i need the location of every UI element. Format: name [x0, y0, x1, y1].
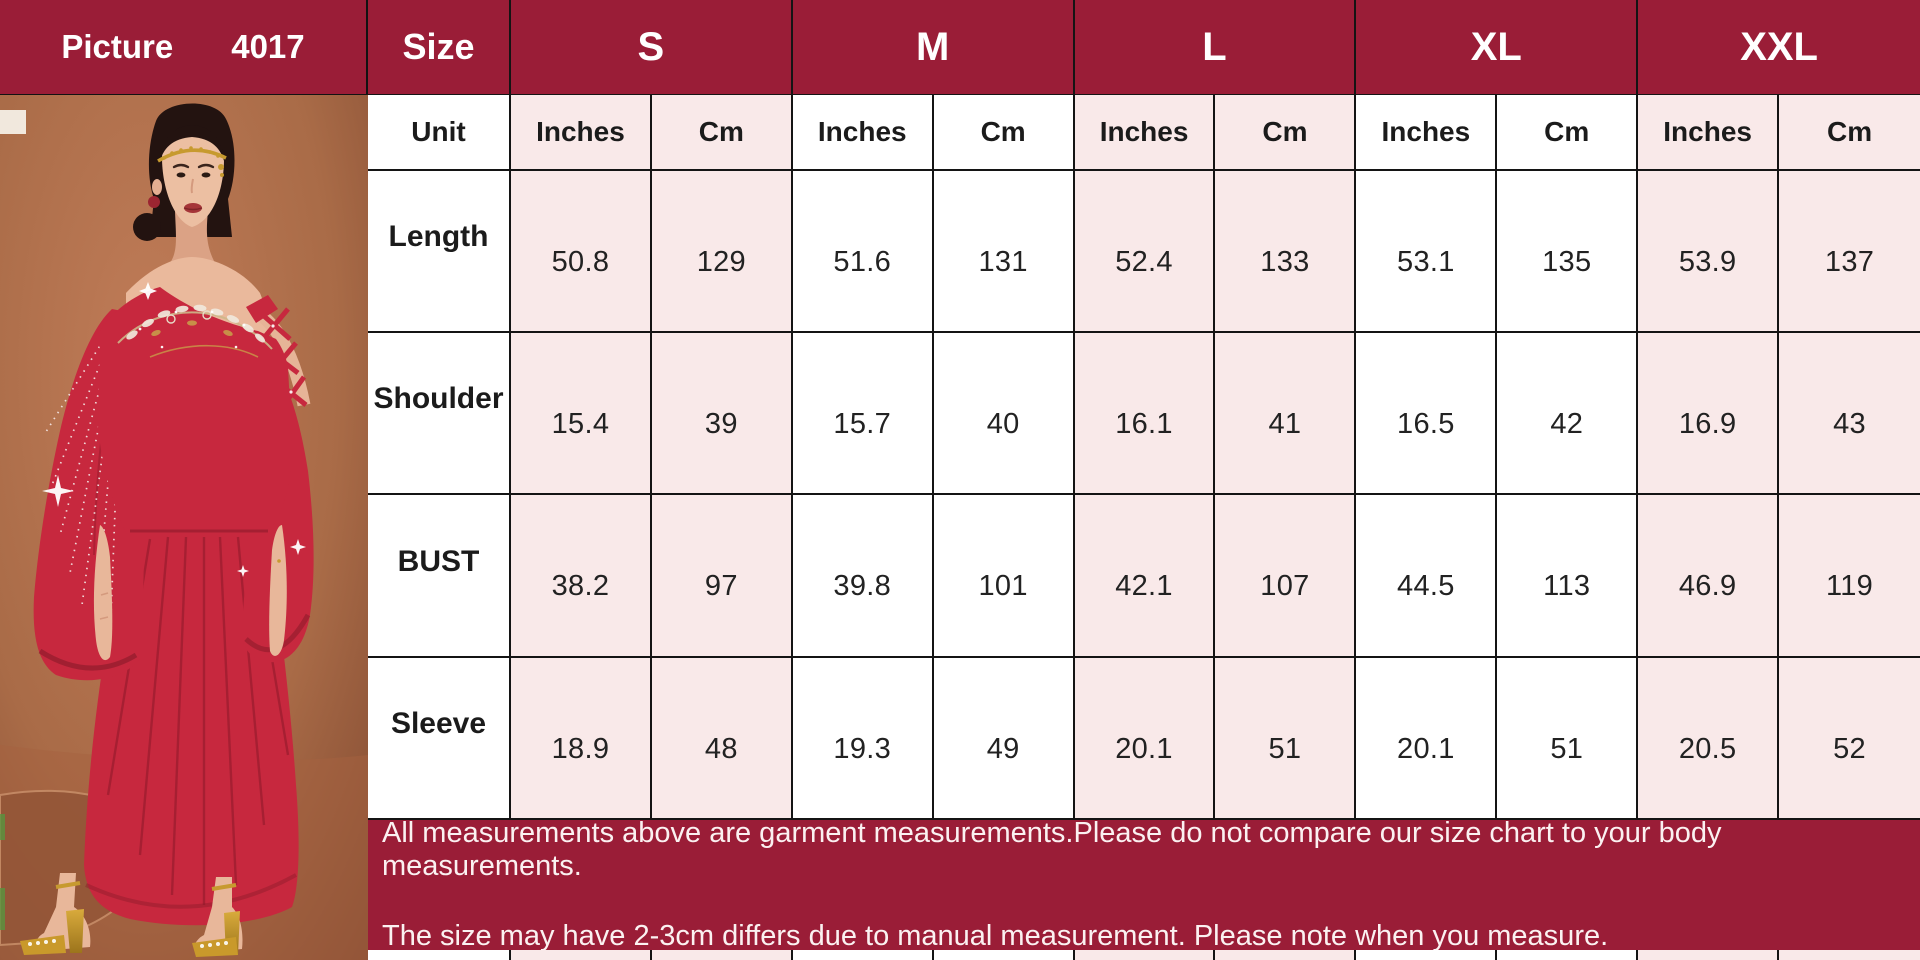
table-cell: 41	[1215, 333, 1357, 495]
table-cell: 53.9	[1638, 171, 1780, 333]
table-cell: 39.8	[792, 495, 934, 658]
table-cell: 52.4	[1074, 171, 1216, 333]
table-cell: 20.1	[1074, 658, 1216, 820]
table-cell: 46.9	[1638, 495, 1780, 658]
table-cell: 39	[651, 333, 793, 495]
table-cell: 20.1	[1356, 658, 1498, 820]
face-features	[172, 163, 215, 169]
table-cell: 16.9	[1638, 333, 1780, 495]
unit-header: Inches	[511, 95, 652, 171]
table-edge	[792, 950, 934, 960]
table-cell: 53.1	[1356, 171, 1498, 333]
unit-header: Cm	[1779, 95, 1920, 171]
measurement-notes: All measurements above are garment measu…	[368, 820, 1920, 950]
unit-header: Cm	[1215, 95, 1357, 171]
table-edge	[651, 950, 793, 960]
table-cell: 16.5	[1356, 333, 1498, 495]
row-label-sleeve: Sleeve	[368, 658, 511, 820]
table-edge	[1638, 950, 1780, 960]
unit-label-cell: Unit	[368, 95, 511, 171]
size-table: Size S M L XL XXL Unit Inches Cm Inches …	[368, 0, 1920, 960]
note-line-2: The size may have 2-3cm differs due to m…	[382, 920, 1609, 950]
unit-header: Cm	[1497, 95, 1639, 171]
table-cell: 15.4	[511, 333, 652, 495]
size-col-xxl: XXL	[1638, 0, 1920, 95]
table-cell: 51	[1215, 658, 1357, 820]
head-chain	[157, 146, 227, 177]
table-cell: 97	[651, 495, 793, 658]
table-edge	[1356, 950, 1498, 960]
table-cell: 49	[933, 658, 1075, 820]
table-edge	[933, 950, 1075, 960]
unit-header: Inches	[1356, 95, 1498, 171]
size-col-xl: XL	[1356, 0, 1639, 95]
table-cell: 101	[933, 495, 1075, 658]
table-cell: 42.1	[1074, 495, 1216, 658]
note-line-1: All measurements above are garment measu…	[382, 820, 1722, 882]
sparkles	[42, 282, 306, 577]
unit-header: Cm	[651, 95, 793, 171]
picture-code: 4017	[231, 28, 305, 65]
table-cell: 16.1	[1074, 333, 1216, 495]
product-photo	[0, 95, 368, 960]
table-cell: 51	[1497, 658, 1639, 820]
table-cell: 131	[933, 171, 1075, 333]
unit-header: Cm	[933, 95, 1075, 171]
table-edge	[1074, 950, 1216, 960]
table-cell: 42	[1497, 333, 1639, 495]
unit-header: Inches	[1638, 95, 1780, 171]
table-cell: 20.5	[1638, 658, 1780, 820]
table-cell: 48	[651, 658, 793, 820]
table-cell: 38.2	[511, 495, 652, 658]
table-cell: 50.8	[511, 171, 652, 333]
table-edge	[1215, 950, 1357, 960]
picture-header-cell: Picture 4017	[0, 0, 368, 95]
table-cell: 19.3	[792, 658, 934, 820]
table-cell: 40	[933, 333, 1075, 495]
table-cell: 52	[1779, 658, 1920, 820]
table-edge	[511, 950, 652, 960]
table-cell: 119	[1779, 495, 1920, 658]
gold-heels	[20, 873, 243, 957]
table-cell: 44.5	[1356, 495, 1498, 658]
table-cell: 15.7	[792, 333, 934, 495]
unit-header: Inches	[792, 95, 934, 171]
table-cell: 107	[1215, 495, 1357, 658]
table-edge	[1497, 950, 1639, 960]
picture-label: Picture	[61, 28, 174, 65]
table-cell: 18.9	[511, 658, 652, 820]
table-edge	[1779, 950, 1920, 960]
unit-header: Inches	[1074, 95, 1216, 171]
table-cell: 129	[651, 171, 793, 333]
size-col-m: M	[792, 0, 1075, 95]
row-label-shoulder: Shoulder	[368, 333, 511, 495]
row-label-length: Length	[368, 171, 511, 333]
size-col-l: L	[1074, 0, 1357, 95]
table-cell: 133	[1215, 171, 1357, 333]
size-label: Size	[402, 26, 475, 67]
row-label-bust: BUST	[368, 495, 511, 658]
size-header-cell: Size	[368, 0, 511, 95]
table-cell: 51.6	[792, 171, 934, 333]
size-col-s: S	[511, 0, 793, 95]
earring	[148, 196, 160, 208]
table-edge	[368, 950, 511, 960]
embroidery	[117, 304, 273, 358]
table-cell: 137	[1779, 171, 1920, 333]
table-cell: 43	[1779, 333, 1920, 495]
model-illustration	[0, 103, 314, 957]
table-cell: 113	[1497, 495, 1639, 658]
table-cell: 135	[1497, 171, 1639, 333]
